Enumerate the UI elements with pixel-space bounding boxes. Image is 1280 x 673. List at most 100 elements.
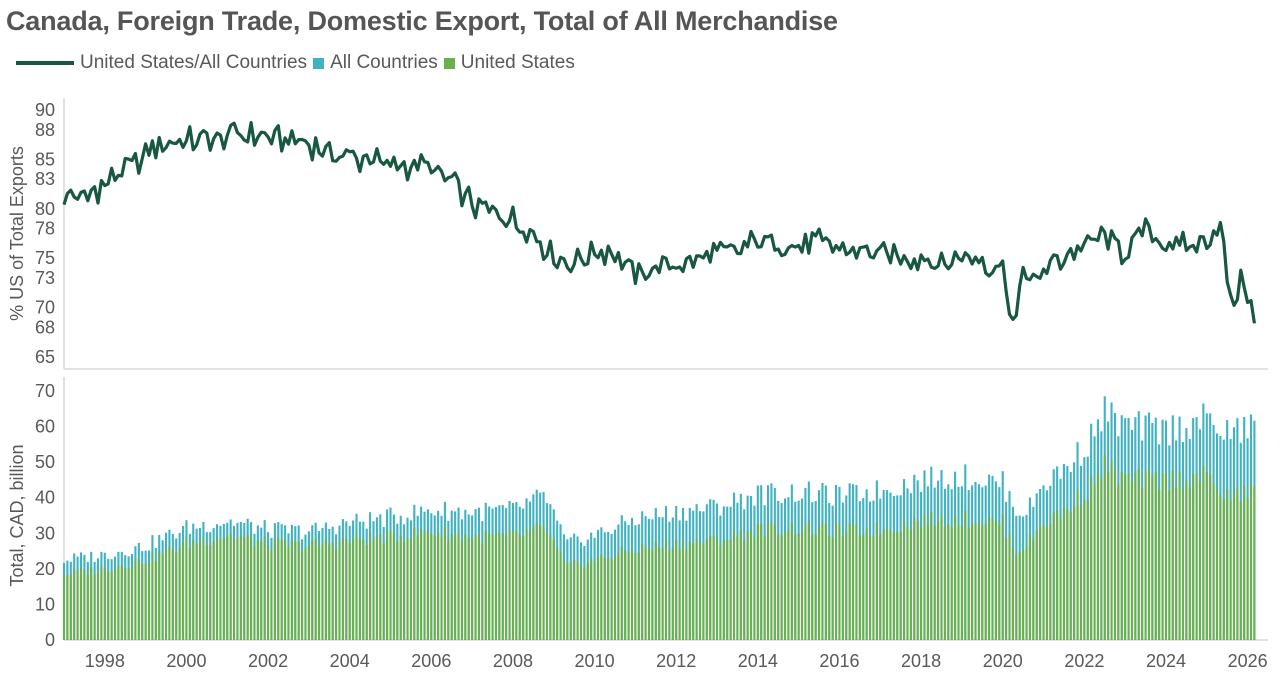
bottom-y-tick-label: 30 [35, 523, 55, 543]
bar-united-states [977, 523, 980, 640]
bar-united-states [600, 554, 603, 640]
bar-united-states [841, 535, 844, 640]
bar-united-states [896, 532, 899, 640]
bar-united-states [960, 525, 963, 640]
bar-united-states [250, 537, 253, 640]
bar-united-states [372, 539, 375, 640]
bar-united-states [192, 540, 195, 640]
bar-united-states [920, 528, 923, 640]
bar-united-states [709, 535, 712, 640]
bar-united-states [96, 571, 100, 640]
bar-united-states [522, 536, 525, 640]
bar-united-states [1127, 474, 1130, 640]
bar-united-states [246, 534, 249, 640]
x-tick-label: 2000 [166, 651, 206, 671]
bar-united-states [807, 521, 810, 640]
bar-united-states [369, 532, 372, 640]
bar-united-states [365, 545, 368, 640]
bar-united-states [1005, 538, 1008, 640]
bar-united-states [406, 537, 409, 640]
bar-united-states [525, 529, 528, 640]
bar-united-states [1188, 487, 1191, 640]
bar-united-states [596, 556, 600, 640]
bar-united-states [909, 530, 912, 640]
bar-united-states [1035, 530, 1038, 640]
bar-united-states [671, 547, 674, 640]
bar-united-states [875, 523, 878, 640]
bar-united-states [981, 525, 984, 640]
bar-united-states [107, 571, 110, 640]
bar-united-states [715, 538, 719, 640]
bar-united-states [794, 534, 797, 640]
bar-united-states [994, 521, 997, 640]
bar-united-states [943, 526, 946, 640]
legend-item-united-states: United States [443, 52, 575, 74]
bar-united-states [375, 536, 378, 640]
bar-united-states [304, 548, 307, 640]
bar-united-states [484, 530, 487, 640]
bar-united-states [1246, 498, 1249, 640]
bar-united-states [1069, 512, 1072, 640]
bar-united-states [141, 564, 144, 640]
bar-united-states [352, 538, 355, 640]
top-y-tick-label: 85 [35, 149, 55, 169]
bar-united-states [280, 539, 283, 640]
bar-united-states [705, 538, 708, 640]
bar-united-states [1032, 539, 1035, 640]
bar-united-states [1192, 474, 1195, 640]
bar-united-states [654, 541, 657, 640]
bar-united-states [1120, 471, 1123, 640]
top-y-tick-label: 75 [35, 248, 55, 268]
bar-united-states [488, 533, 491, 640]
bottom-y-tick-label: 70 [35, 381, 55, 401]
x-tick-label: 2004 [330, 651, 370, 671]
bar-united-states [722, 539, 725, 640]
bar-united-states [501, 533, 504, 640]
bar-united-states [746, 531, 749, 640]
bar-united-states [790, 522, 793, 640]
bar-united-states [457, 532, 460, 640]
bar-united-states [222, 537, 225, 640]
bar-united-states [1062, 508, 1065, 640]
bar-united-states [664, 540, 668, 640]
bar-united-states [658, 547, 661, 640]
bar-united-states [988, 517, 991, 640]
bar-united-states [1096, 471, 1099, 640]
bottom-y-tick-label: 20 [35, 559, 55, 579]
bar-united-states [937, 521, 940, 640]
bar-united-states [358, 539, 361, 640]
bar-united-states [1144, 471, 1147, 640]
bar-united-states [539, 525, 542, 640]
bar-united-states [474, 534, 477, 640]
bar-united-states [1181, 489, 1185, 640]
bar-united-states [93, 574, 96, 640]
bar-united-states [736, 536, 739, 640]
bar-united-states [433, 535, 436, 640]
bar-united-states [838, 525, 841, 640]
bar-united-states [903, 521, 906, 640]
bar-united-states [185, 538, 188, 640]
bar-united-states [450, 533, 453, 640]
bar-united-states [566, 563, 569, 640]
bar-united-states [647, 549, 651, 640]
bar-united-states [950, 527, 953, 640]
bar-united-states [154, 561, 157, 640]
bar-united-states [549, 535, 552, 640]
bar-united-states [573, 559, 576, 640]
bar-united-states [1073, 505, 1076, 640]
bar-united-states [253, 546, 256, 640]
bar-united-states [494, 534, 497, 640]
bar-united-states [90, 567, 93, 640]
bar-united-states [355, 533, 358, 640]
top-y-tick-label: 90 [35, 100, 55, 120]
bar-united-states [1039, 526, 1042, 640]
bar-united-states [171, 549, 174, 640]
bar-united-states [1219, 495, 1222, 640]
bar-united-states [1113, 468, 1116, 640]
bar-united-states [688, 541, 691, 640]
bar-united-states [1066, 509, 1069, 640]
bar-united-states [399, 535, 402, 640]
bar-united-states [62, 576, 66, 640]
bar-united-states [73, 569, 76, 640]
